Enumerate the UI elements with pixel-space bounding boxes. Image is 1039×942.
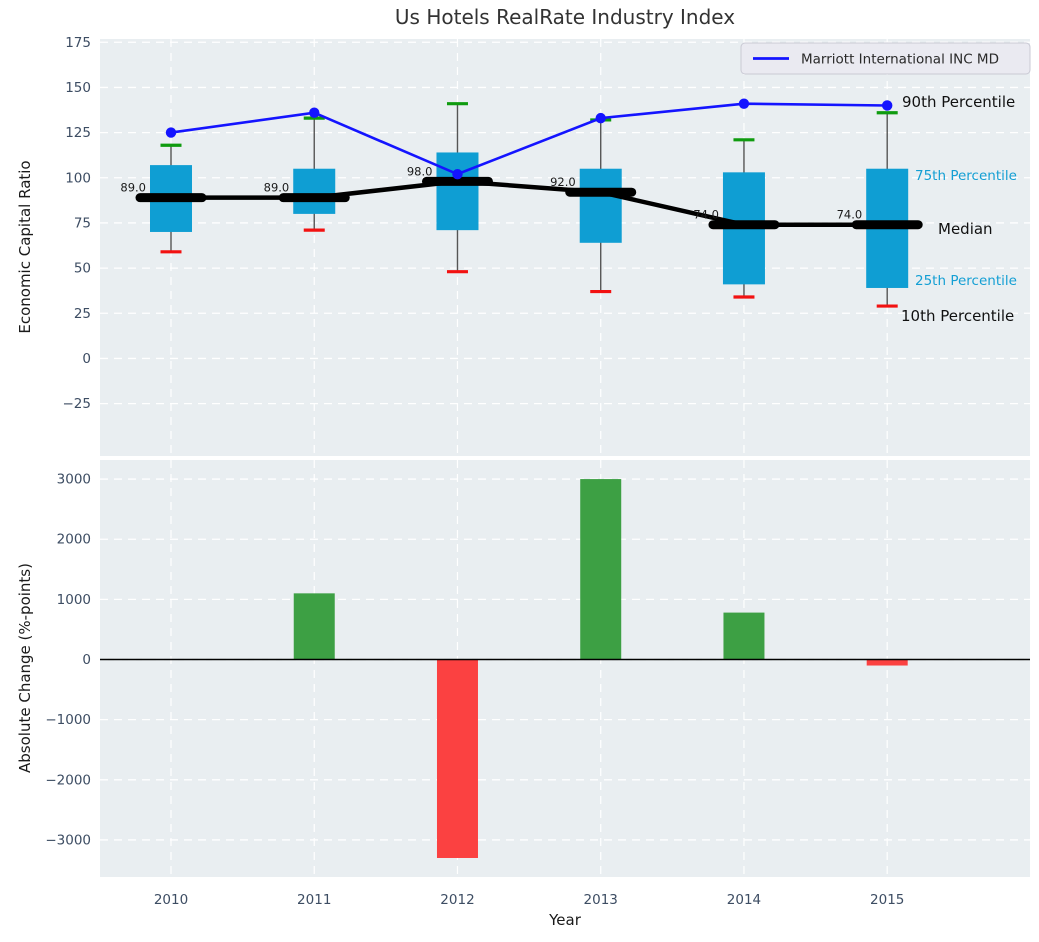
series-marker [309,107,320,118]
y-tick-label: 50 [74,261,91,277]
median-annotation-2011: 89.0 [264,181,290,195]
percentile-label: 90th Percentile [902,93,1015,111]
percentile-label: Median [938,220,993,238]
y-tick-label: 3000 [57,472,91,488]
y-tick-label: 0 [82,652,91,668]
box-2012 [436,152,479,231]
y-tick-label: 75 [74,215,91,231]
x-tick-label-2012: 2012 [440,892,474,908]
legend-box [740,42,1031,75]
percentile-label: 75th Percentile [915,168,1017,184]
x-axis-label: Year [549,911,581,929]
series-marker [165,127,177,138]
median-annotation-2012: 98.0 [407,164,433,178]
series-marker [595,112,606,124]
x-tick-label-2014: 2014 [727,892,761,908]
y-tick-label: −1000 [45,712,91,728]
y-axis-label-bottom: Absolute Change (%-points) [16,563,34,773]
legend: Marriott International INC MD [740,42,1031,75]
series-marker [738,98,750,109]
y-tick-label: −25 [63,396,92,412]
bar-2012 [436,659,478,858]
series-line [170,102,888,176]
bar-2014 [723,612,765,660]
box-2013 [579,168,622,243]
y-tick-label: 150 [65,80,91,96]
y-tick-label: 1000 [57,592,91,608]
bar-2013 [580,479,622,660]
y-tick-label: 2000 [57,532,91,548]
absolute-change-panel-background [100,460,1030,877]
y-tick-label: −2000 [45,772,91,788]
x-tick-label-2015: 2015 [870,892,904,908]
box-2011 [293,168,336,214]
median-annotation-2014: 74.0 [693,208,719,222]
x-tick-label-2010: 2010 [154,892,188,908]
chart-title: Us Hotels RealRate Industry Index [394,5,736,29]
bar-2011 [293,593,335,660]
y-axis-label-top: Economic Capital Ratio [16,160,34,334]
bar-2015 [866,659,908,666]
median-annotation-2010: 89.0 [120,181,146,195]
x-tick-label-2013: 2013 [584,892,618,908]
y-tick-label: −3000 [45,832,91,848]
y-tick-label: 0 [82,351,91,367]
legend-label: Marriott International INC MD [801,52,999,68]
y-tick-label: 25 [74,306,91,322]
percentile-label: 10th Percentile [901,307,1014,325]
y-tick-label: 100 [65,170,91,186]
median-annotation-2015: 74.0 [837,208,863,222]
y-tick-label: 125 [65,125,91,141]
x-tick-label-2011: 2011 [297,892,331,908]
median-annotation-2013: 92.0 [550,175,576,189]
series-marker [882,100,893,111]
series-marker [452,168,463,180]
y-tick-label: 175 [65,35,91,51]
percentile-label: 25th Percentile [915,273,1017,289]
